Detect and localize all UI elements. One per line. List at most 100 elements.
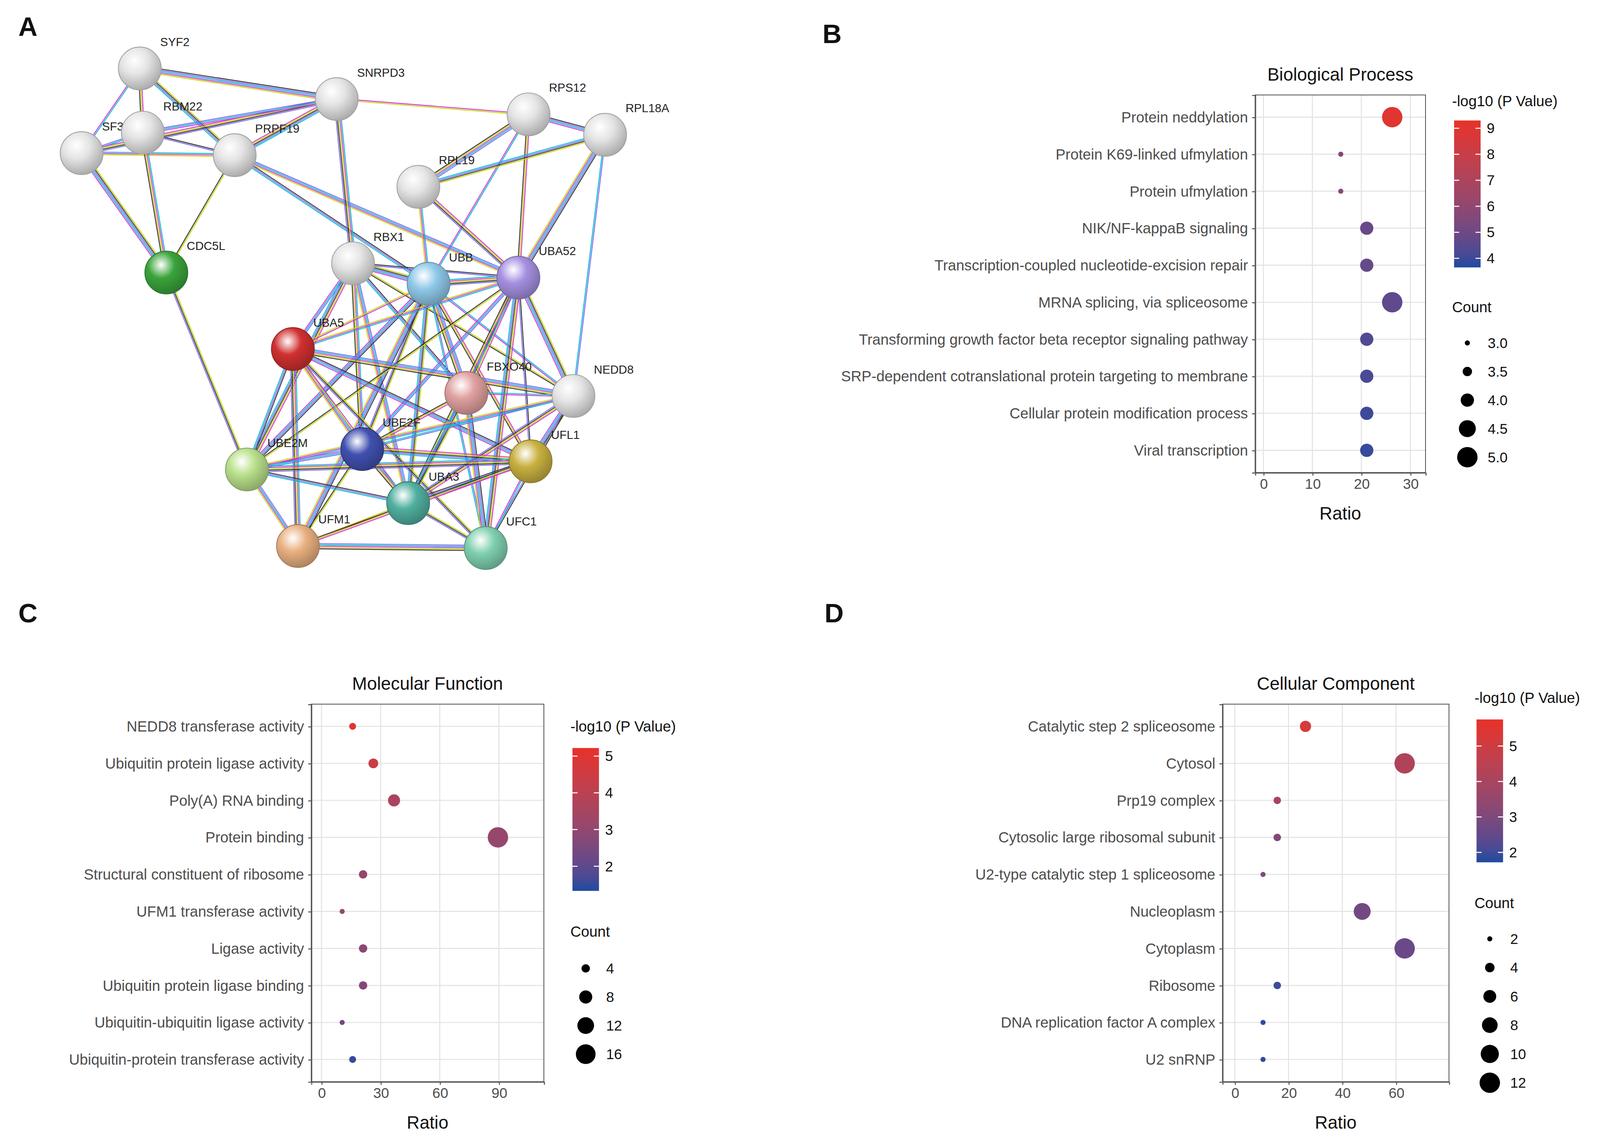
edge-strand <box>518 114 529 278</box>
point <box>1360 332 1374 346</box>
grid-line-y <box>1222 947 1450 949</box>
colorbar-tick <box>1476 851 1482 853</box>
node <box>583 113 627 157</box>
edge-strand <box>165 272 246 471</box>
grid-line-y <box>1222 874 1450 875</box>
colorbar-tick <box>1475 205 1481 207</box>
y-tick: Transcription-coupled nucleotide-excisio… <box>934 257 1256 274</box>
y-tick: Protein neddylation <box>1121 109 1256 126</box>
y-tick: NEDD8 transferase activity <box>126 718 312 735</box>
colorbar-tick-label: 5 <box>1509 738 1518 755</box>
point <box>1360 258 1374 272</box>
colorbar-tick <box>593 792 599 793</box>
grid-line-y <box>1254 375 1426 377</box>
x-tick: 60 <box>1388 1081 1405 1101</box>
edge-strand <box>248 264 355 471</box>
x-axis-title: Ratio <box>1315 1112 1357 1133</box>
y-tick-label: Viral transcription <box>1133 442 1248 459</box>
edge-strand <box>81 97 337 152</box>
y-tick: U2-type catalytic step 1 spliceosome <box>975 866 1223 883</box>
colorbar: -log10 (P Value)2345 <box>570 718 676 891</box>
grid-line-x <box>320 704 322 1082</box>
colorbar-tick <box>1498 816 1504 818</box>
edge <box>297 543 486 551</box>
x-tick: 10 <box>1304 472 1321 492</box>
x-tick: 20 <box>1280 1081 1297 1101</box>
edge-strand <box>139 71 337 102</box>
edge-strand <box>81 153 167 273</box>
y-tick: DNA replication factor A complex <box>1000 1014 1223 1031</box>
x-tick-label: 30 <box>1402 476 1419 492</box>
edge <box>246 468 409 505</box>
y-tick: Protein K69-linked ufmylation <box>1055 146 1256 163</box>
y-tick-mark <box>1219 985 1223 987</box>
x-axis: 0306090 <box>311 1081 545 1101</box>
edge-strand <box>82 152 168 272</box>
colorbar-tick-label: 4 <box>605 784 614 801</box>
y-tick-label: DNA replication factor A complex <box>1000 1014 1216 1031</box>
y-tick-label: Prp19 complex <box>1116 792 1216 809</box>
size-legend-key <box>1457 447 1478 468</box>
point <box>1260 1019 1266 1026</box>
grid-line-y <box>1222 1022 1450 1023</box>
colorbar-tick-label: 2 <box>1509 844 1518 861</box>
node-label: SYF2 <box>160 35 190 49</box>
x-tick-label: 60 <box>432 1085 449 1101</box>
y-tick-label: Cytosolic large ribosomal subunit <box>998 829 1216 846</box>
node-label: CDC5L <box>186 239 226 253</box>
size-legend-key <box>1460 393 1474 407</box>
grid-line-y <box>1254 338 1426 340</box>
colorbar-tick <box>1476 745 1482 747</box>
x-tick-mark <box>1263 472 1265 476</box>
y-tick-label: NIK/NF-kappaB signaling <box>1081 220 1248 237</box>
points <box>1338 107 1403 457</box>
colorbar-tick <box>1454 153 1460 155</box>
size-legend-key <box>1483 990 1497 1003</box>
grid-line-y <box>1222 725 1450 727</box>
y-tick: Poly(A) RNA binding <box>169 792 312 809</box>
node-label: UBA3 <box>428 470 460 484</box>
y-tick-label: Protein neddylation <box>1121 109 1249 126</box>
colorbar-tick <box>572 755 578 757</box>
y-tick-label: UFM1 transferase activity <box>136 903 305 920</box>
y-tick: Protein binding <box>205 829 312 846</box>
node-label: RPL18A <box>625 101 670 115</box>
x-tick: 30 <box>1402 472 1419 492</box>
edge-strand <box>246 263 354 470</box>
point <box>1299 720 1311 732</box>
y-tick-mark <box>1251 302 1255 304</box>
edge-strand <box>246 469 409 504</box>
x-tick-mark <box>380 1081 382 1085</box>
y-tick-label: U2-type catalytic step 1 spliceosome <box>975 866 1216 883</box>
edge <box>165 272 249 471</box>
y-tick: Protein ufmylation <box>1129 183 1255 200</box>
y-tick-label: Ubiquitin protein ligase binding <box>102 977 305 994</box>
y-tick-mark <box>1219 911 1223 913</box>
grid-line-x <box>1409 95 1411 473</box>
node <box>121 111 165 154</box>
plot-border <box>311 704 544 1082</box>
point <box>487 827 509 848</box>
chart-title: Molecular Function <box>352 673 504 694</box>
edge <box>244 262 356 471</box>
size-legend-title: Count <box>1451 299 1492 316</box>
grid-line-x <box>498 704 500 1082</box>
point <box>1360 406 1374 420</box>
size-legend-label: 4.5 <box>1487 421 1508 437</box>
edge-strand <box>336 98 353 264</box>
node-label: UBE2F <box>382 415 421 430</box>
colorbar-tick-label: 8 <box>1486 146 1495 163</box>
size-legend-key <box>1462 366 1473 377</box>
node <box>145 251 188 294</box>
y-tick: Cytoplasm <box>1145 940 1223 957</box>
colorbar-tick-label: 5 <box>605 748 614 764</box>
size-legend-label: 12 <box>1509 1074 1526 1091</box>
size-legend-key <box>1487 936 1493 942</box>
edge-strand <box>81 99 337 154</box>
y-tick: Ligase activity <box>211 940 312 957</box>
y-tick-mark <box>307 726 311 728</box>
x-axis-line <box>311 1082 545 1085</box>
edge-strand <box>406 276 517 503</box>
grid-line-y <box>1254 264 1426 266</box>
y-tick-mark <box>307 948 311 950</box>
